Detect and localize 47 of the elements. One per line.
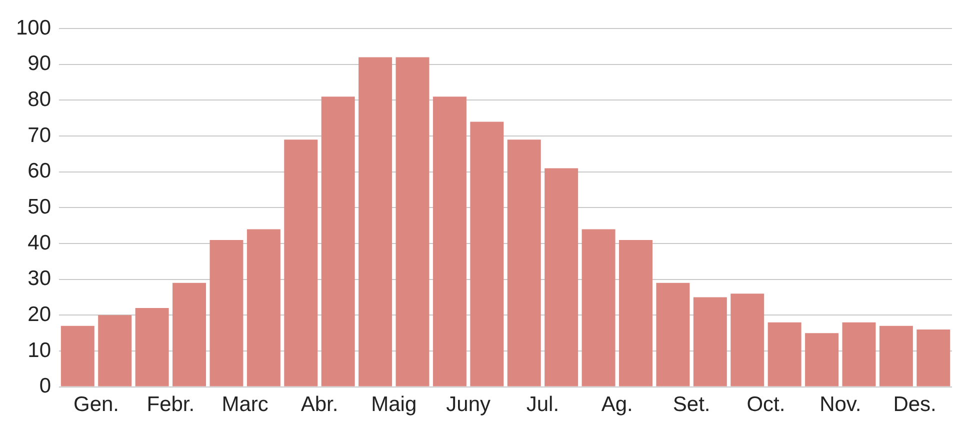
bar <box>396 57 430 386</box>
bar <box>432 96 466 386</box>
y-tick-label: 20 <box>28 302 52 326</box>
y-tick-label: 80 <box>28 88 52 112</box>
y-tick-label: 50 <box>28 195 52 218</box>
bar <box>507 140 541 386</box>
x-tick-label: Juny <box>446 393 491 416</box>
x-tick-label: Gen. <box>73 393 120 416</box>
bar <box>284 140 318 386</box>
bar <box>321 96 355 386</box>
x-tick-label: Jul. <box>526 393 560 416</box>
bar <box>805 333 839 386</box>
y-tick-label: 70 <box>28 124 52 147</box>
bar <box>768 322 802 386</box>
bar <box>879 326 913 386</box>
y-tick-label: 30 <box>28 267 52 290</box>
y-tick-label: 100 <box>16 16 52 40</box>
bar <box>246 229 280 386</box>
x-tick-label: Set. <box>672 393 710 416</box>
bar <box>544 168 578 386</box>
bar <box>730 294 764 386</box>
x-tick-label: Marc <box>222 393 268 416</box>
bar <box>842 322 876 386</box>
y-tick-label: 10 <box>28 338 52 362</box>
x-tick-label: Febr. <box>146 393 195 416</box>
y-tick-label: 40 <box>28 231 52 254</box>
y-tick-label: 0 <box>39 374 52 398</box>
bar <box>916 329 950 386</box>
bar <box>210 240 244 386</box>
x-tick-label: Nov. <box>820 393 862 416</box>
bar <box>470 122 504 386</box>
x-tick-label: Maig <box>371 393 417 416</box>
bar <box>693 297 727 386</box>
y-tick-label: 90 <box>28 52 52 76</box>
bar <box>358 57 392 386</box>
bar <box>98 315 132 386</box>
y-tick-label: 60 <box>28 160 52 183</box>
bar <box>60 326 94 386</box>
x-tick-label: Des. <box>893 393 936 416</box>
bar <box>619 240 652 386</box>
x-tick-label: Ag. <box>601 393 633 416</box>
bar <box>135 308 169 386</box>
x-tick-label: Abr. <box>300 393 338 416</box>
x-tick-label: Oct. <box>746 393 786 416</box>
bar <box>172 282 206 386</box>
bar <box>656 282 690 386</box>
bar <box>582 229 616 386</box>
